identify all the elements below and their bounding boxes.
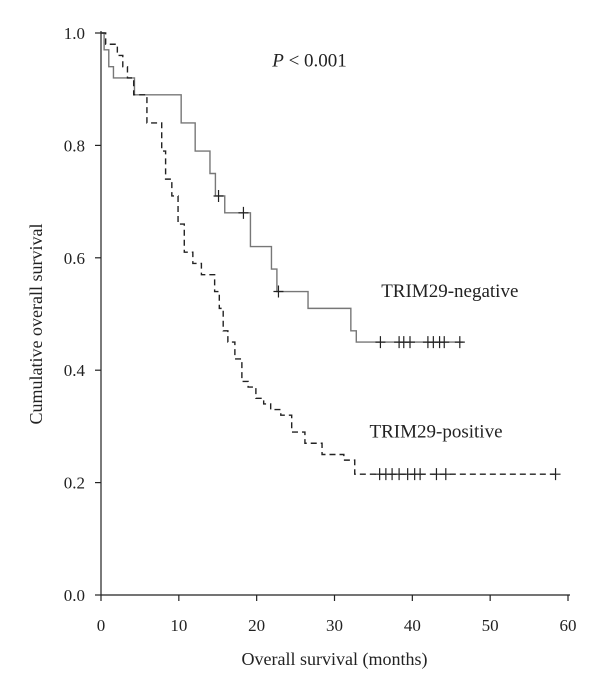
censor-mark [454,336,465,349]
axes [100,31,570,596]
series-layer: TRIM29-negative TRIM29-positive [101,32,561,481]
censor-mark [439,336,450,349]
x-tick-label: 10 [170,616,187,635]
y-tick-label: 0.4 [64,361,86,380]
survival-curve [101,32,463,343]
p-value-text: < 0.001 [284,51,347,72]
ticks: 0 10 20 30 40 50 60 0.0 0.2 0.4 0.6 0.8 1.0 [64,24,577,635]
x-tick-label: 30 [326,616,343,635]
x-tick-label: 60 [560,616,577,635]
censor-mark [404,336,415,349]
censor-mark [238,206,249,219]
censor-mark [550,468,561,481]
y-axis-title: Cumulative overall survival [26,224,46,425]
censor-mark [394,468,405,481]
series-positive: TRIM29-positive [101,32,561,481]
censor-mark [273,285,284,298]
x-tick-label: 40 [404,616,421,635]
censor-mark [213,189,224,202]
y-tick-label: 1.0 [64,24,85,43]
x-tick-label: 20 [248,616,265,635]
censor-mark [375,336,386,349]
y-tick-label: 0.0 [64,586,85,605]
censor-mark [431,468,442,481]
series-label: TRIM29-positive [370,422,503,443]
x-axis-title: Overall survival (months) [242,649,428,670]
y-tick-label: 0.8 [64,136,85,155]
x-tick-label: 0 [97,616,106,635]
x-tick-label: 50 [482,616,499,635]
y-tick-label: 0.6 [64,249,85,268]
censor-mark [440,468,451,481]
series-label: TRIM29-negative [381,281,518,302]
p-value-annotation: P < 0.001 [271,51,347,72]
y-tick-label: 0.2 [64,474,85,493]
survival-curve [101,32,557,475]
p-value-symbol: P [271,51,284,72]
censor-mark [415,468,426,481]
series-negative: TRIM29-negative [101,32,518,349]
